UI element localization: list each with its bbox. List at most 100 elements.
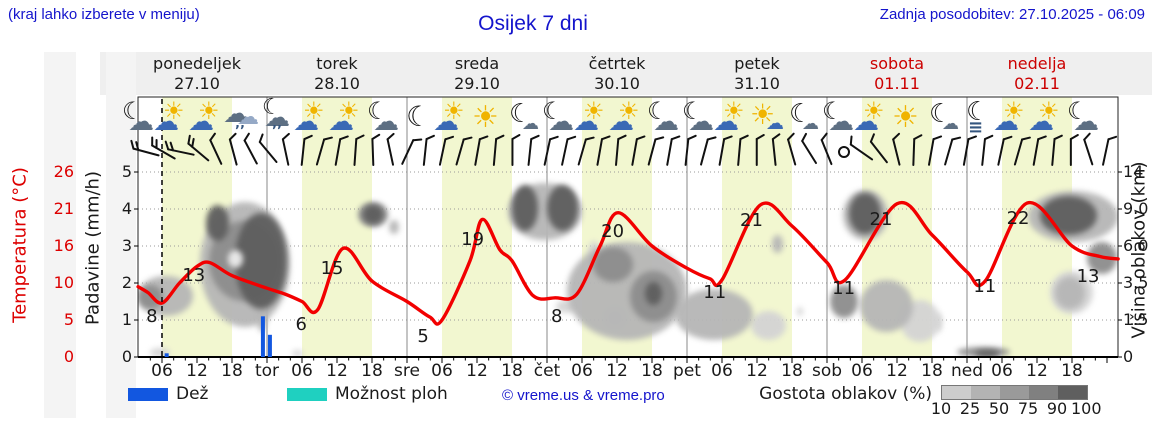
precip-tick: 1 (121, 310, 132, 329)
wind-barb (386, 132, 395, 166)
day-header-nedelja: nedelja 02.11 (967, 54, 1107, 94)
wind-barb (209, 132, 223, 165)
weather-icon-sun-cloud-small: ☀ ☁ (750, 99, 784, 139)
cloud-blob (593, 247, 634, 282)
wind-barb (981, 134, 994, 166)
cloud-height-tick: 9.0 (1123, 199, 1149, 218)
density-segment (1058, 386, 1087, 399)
weather-icon-sun-cloud: ☀ ☁ (713, 97, 749, 139)
x-tick-label: 18 (921, 361, 943, 381)
x-tick-label: 06 (571, 361, 593, 381)
cloud-glyph: ☁ (688, 107, 714, 137)
x-tick-label: 12 (466, 361, 488, 381)
cloud-glyph: ☁ (128, 107, 154, 137)
cloud-blob (512, 185, 539, 232)
x-tick-label: 06 (291, 361, 313, 381)
cloud-glyph: ☁ (223, 99, 249, 129)
cloud-blob (292, 349, 304, 357)
wind-barb (258, 133, 278, 163)
sun-glyph: ☀ (863, 97, 885, 125)
wind-barb (353, 134, 365, 166)
fog-glyph: ≡ (968, 117, 984, 138)
density-tick-label: 25 (959, 399, 981, 418)
density-segment (942, 386, 971, 399)
cloud-glyph: ☁ (373, 107, 399, 137)
day-date: 28.10 (314, 74, 360, 93)
cloud-glyph: ☁ (1028, 107, 1054, 137)
day-name: sobota (869, 54, 925, 73)
temp-value-label: 20 (601, 221, 625, 243)
wind-barb (315, 136, 333, 166)
temp-value-label: 15 (320, 257, 344, 279)
copyright-link[interactable]: © vreme.us & vreme.pro (502, 387, 665, 404)
sun-glyph: ☀ (1038, 97, 1060, 125)
cloud-glyph: ☁ (713, 107, 739, 137)
wind-barb (455, 136, 473, 166)
moon-glyph: ☾ (367, 97, 389, 125)
wind-barb (1032, 135, 1047, 166)
cloud-blob (849, 192, 881, 234)
wind-barb (130, 139, 160, 157)
weather-icon-moon-cloud-small: ☾ ☁ (925, 99, 959, 139)
temp-value-label: 11 (973, 275, 997, 297)
cloud-glyph: ☁ (653, 107, 679, 137)
temp-value-label: 11 (832, 278, 856, 300)
cloud-glyph: ☁ (766, 113, 784, 134)
wind-barb (187, 134, 210, 162)
moon-glyph: ☾ (822, 97, 844, 125)
temp-value-label: 11 (703, 281, 727, 303)
temp-value-label: 8 (551, 305, 563, 327)
x-tick-label: 12 (746, 361, 768, 381)
sun-glyph: ☀ (723, 97, 745, 125)
weather-icon-sun-cloud: ☀ ☁ (433, 99, 469, 139)
day-name: četrtek (588, 54, 646, 73)
day-header-sreda: sreda 29.10 (407, 54, 547, 94)
wind-barb (892, 132, 901, 166)
weather-icon-moon: ☾ (400, 99, 434, 139)
sun-glyph: ☀ (338, 97, 360, 125)
temperature-curve (136, 200, 1120, 326)
wind-barb (1069, 134, 1079, 166)
x-tick-label: 18 (781, 361, 803, 381)
precip-tick: 4 (121, 199, 132, 218)
weather-icon-sun-cloud: ☀ ☁ (608, 99, 644, 139)
wind-barb (151, 136, 176, 160)
temp-tick: 21 (53, 199, 74, 218)
temp-axis-strip (44, 52, 76, 418)
density-tick-label: 90 (1046, 399, 1068, 418)
temp-tick: 26 (53, 162, 74, 181)
wind-barb (492, 134, 505, 166)
weather-icon-moon-cloud: ☾ ☁ (645, 99, 679, 139)
day-header-četrtek: četrtek 30.10 (547, 54, 687, 94)
wind-barb (684, 134, 697, 166)
wind-barb (474, 135, 489, 166)
moon-glyph: ☾ (647, 97, 669, 125)
wind-barb (771, 133, 781, 166)
wind-barb (838, 146, 850, 158)
wind-barb (577, 136, 595, 166)
density-tick-label: 50 (988, 399, 1010, 418)
moon-glyph: ☾ (682, 97, 704, 125)
x-tick-label: 12 (1026, 361, 1048, 381)
day-name: nedelja (1007, 54, 1067, 73)
wind-barb (371, 133, 381, 166)
cloud-density-colorbar (941, 385, 1088, 400)
weather-icon-sun-cloud: ☀ ☁ (188, 99, 224, 139)
cloud-blob (797, 307, 804, 317)
temp-value-label: 13 (1076, 265, 1100, 287)
cloud-height-tick: 6.0 (1123, 236, 1149, 255)
cloud-blob (860, 280, 913, 333)
menu-hint: (kraj lahko izberete v meniju) (8, 6, 200, 23)
wind-barb (300, 134, 313, 166)
weather-icon-sun: ☀ (890, 99, 924, 139)
weather-icon-moon-cloud: ☾ ☁ (820, 99, 854, 139)
cloud-glyph: ☁ (853, 107, 879, 137)
density-segment (1000, 386, 1029, 399)
x-tick-label: čet (533, 361, 561, 381)
weather-icon-sun-cloud: ☀ ☁ (328, 97, 364, 139)
sun-glyph: ☀ (583, 97, 605, 125)
wind-barb (1051, 134, 1063, 166)
temp-value-label: 19 (461, 229, 485, 251)
wind-barb (596, 135, 611, 166)
